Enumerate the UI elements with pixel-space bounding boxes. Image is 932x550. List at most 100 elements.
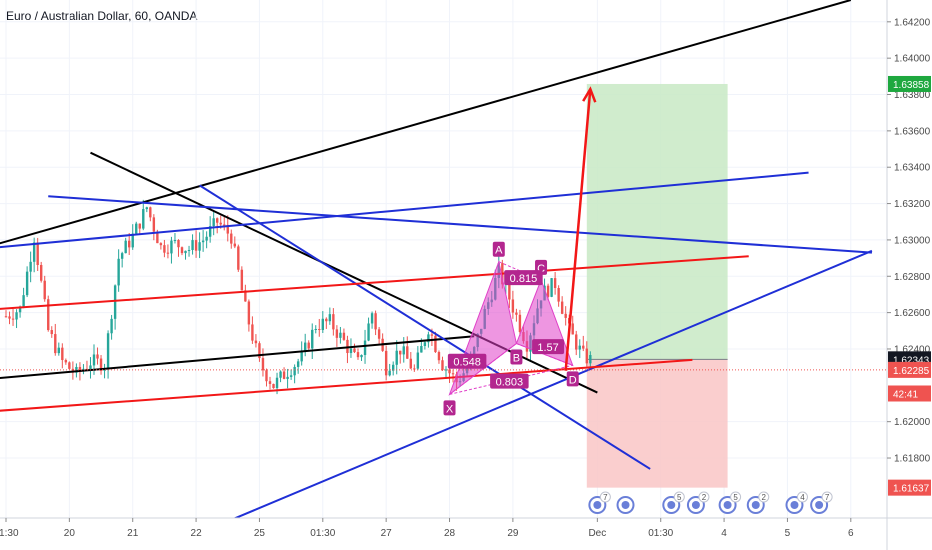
candle-body bbox=[64, 360, 68, 363]
candle-body bbox=[47, 299, 50, 331]
candle-body bbox=[78, 366, 82, 372]
candle-body bbox=[370, 313, 374, 324]
candle-body bbox=[170, 240, 173, 254]
candle-body bbox=[258, 343, 261, 359]
candle-body bbox=[296, 361, 300, 367]
candle-body bbox=[216, 218, 219, 223]
candle-body bbox=[261, 358, 265, 371]
candle-body bbox=[518, 314, 522, 333]
trendline-blue-4 bbox=[0, 171, 809, 249]
pattern-ratio-label: 1.57 bbox=[537, 342, 558, 354]
pattern-ratio-box bbox=[504, 270, 543, 286]
candle-body bbox=[402, 346, 405, 355]
candle-body bbox=[335, 329, 339, 338]
candle-body bbox=[152, 217, 156, 232]
candle-body bbox=[585, 348, 588, 364]
price-tick-label: 1.63400 bbox=[894, 163, 931, 174]
event-marker-dot bbox=[723, 501, 732, 509]
candle-body bbox=[553, 278, 557, 289]
event-count-badge bbox=[698, 491, 710, 503]
candle-body bbox=[128, 240, 131, 248]
candle-body bbox=[68, 362, 71, 369]
position-tool bbox=[586, 83, 728, 488]
candle-body bbox=[145, 207, 148, 210]
pattern-leg-xb bbox=[449, 343, 517, 395]
event-count: 2 bbox=[762, 493, 767, 502]
candle-body bbox=[212, 218, 215, 227]
time-tick-label: 4 bbox=[721, 528, 727, 539]
candle-body bbox=[208, 226, 212, 237]
trendline-blue-3 bbox=[48, 195, 872, 254]
pattern-point-label-D: D bbox=[569, 374, 577, 386]
candle-body bbox=[187, 249, 191, 251]
trendline-blue-6 bbox=[233, 249, 873, 518]
event-count: 7 bbox=[603, 493, 608, 502]
events-layer: 7 5 2 5 2 4 7 bbox=[588, 491, 833, 514]
candle-body bbox=[180, 247, 184, 254]
candle-body bbox=[413, 368, 416, 370]
pattern-point-X bbox=[443, 400, 456, 416]
time-tick-label: 27 bbox=[381, 528, 393, 539]
event-marker-dot bbox=[790, 501, 799, 509]
candle-body bbox=[173, 240, 177, 242]
candle-body bbox=[254, 340, 258, 344]
price-label-box bbox=[888, 75, 931, 92]
candle-body bbox=[124, 240, 127, 254]
price-tick-label: 1.62600 bbox=[894, 308, 931, 319]
candle-body bbox=[434, 335, 437, 353]
time-tick-label: 01:30 bbox=[310, 528, 335, 539]
candle-body bbox=[286, 376, 289, 379]
candle-body bbox=[325, 318, 328, 322]
price-tick-label: 1.63200 bbox=[894, 199, 931, 210]
candle-body bbox=[444, 369, 448, 371]
candle-body bbox=[427, 334, 430, 343]
event-marker-dot bbox=[621, 501, 630, 509]
candle-body bbox=[582, 345, 585, 349]
event-count-badge bbox=[758, 491, 770, 503]
stop-zone bbox=[586, 359, 728, 488]
candle-body bbox=[251, 324, 254, 341]
price-tick-label: 1.63800 bbox=[894, 90, 931, 101]
candle-body bbox=[275, 377, 279, 389]
candle-body bbox=[205, 236, 208, 241]
candle-body bbox=[149, 207, 152, 218]
candle-body bbox=[437, 352, 441, 361]
candle-body bbox=[377, 329, 381, 339]
candle-body bbox=[4, 316, 8, 318]
candle-body bbox=[237, 246, 240, 270]
event-count-badge bbox=[599, 491, 611, 503]
candle-body bbox=[106, 333, 110, 369]
candle-body bbox=[131, 233, 134, 248]
candle-body bbox=[61, 347, 64, 361]
candle-body bbox=[18, 306, 22, 313]
candle-body bbox=[89, 365, 92, 370]
event-count: 5 bbox=[677, 493, 682, 502]
candle-body bbox=[25, 271, 29, 296]
pattern-leg-bd bbox=[516, 343, 573, 366]
pattern-point-label-A: A bbox=[495, 245, 503, 257]
candle-body bbox=[289, 375, 293, 377]
candle-body bbox=[328, 314, 332, 322]
candle-body bbox=[511, 299, 515, 313]
time-axis-bg bbox=[0, 518, 932, 550]
candle-body bbox=[353, 348, 356, 353]
event-count: 7 bbox=[825, 493, 830, 502]
harmonic-pattern: X A B C D 0.548 0.815 1.57 0.803 bbox=[443, 241, 579, 416]
candle-body bbox=[40, 264, 43, 281]
candle-body bbox=[223, 224, 226, 226]
candle-body bbox=[578, 345, 581, 350]
candle-body bbox=[279, 371, 282, 378]
price-tick-label: 1.61800 bbox=[894, 454, 931, 465]
price-tick-label: 1.63000 bbox=[894, 235, 931, 246]
candle-body bbox=[99, 358, 103, 371]
pattern-ratio-box bbox=[490, 373, 529, 389]
candle-body bbox=[191, 240, 194, 250]
candle-body bbox=[110, 318, 113, 334]
candle-body bbox=[268, 381, 272, 384]
price-label-box bbox=[888, 361, 931, 378]
candles-layer bbox=[4, 199, 592, 395]
event-count-badge bbox=[730, 491, 742, 503]
candle-body bbox=[557, 288, 560, 302]
candle-body bbox=[423, 342, 427, 346]
